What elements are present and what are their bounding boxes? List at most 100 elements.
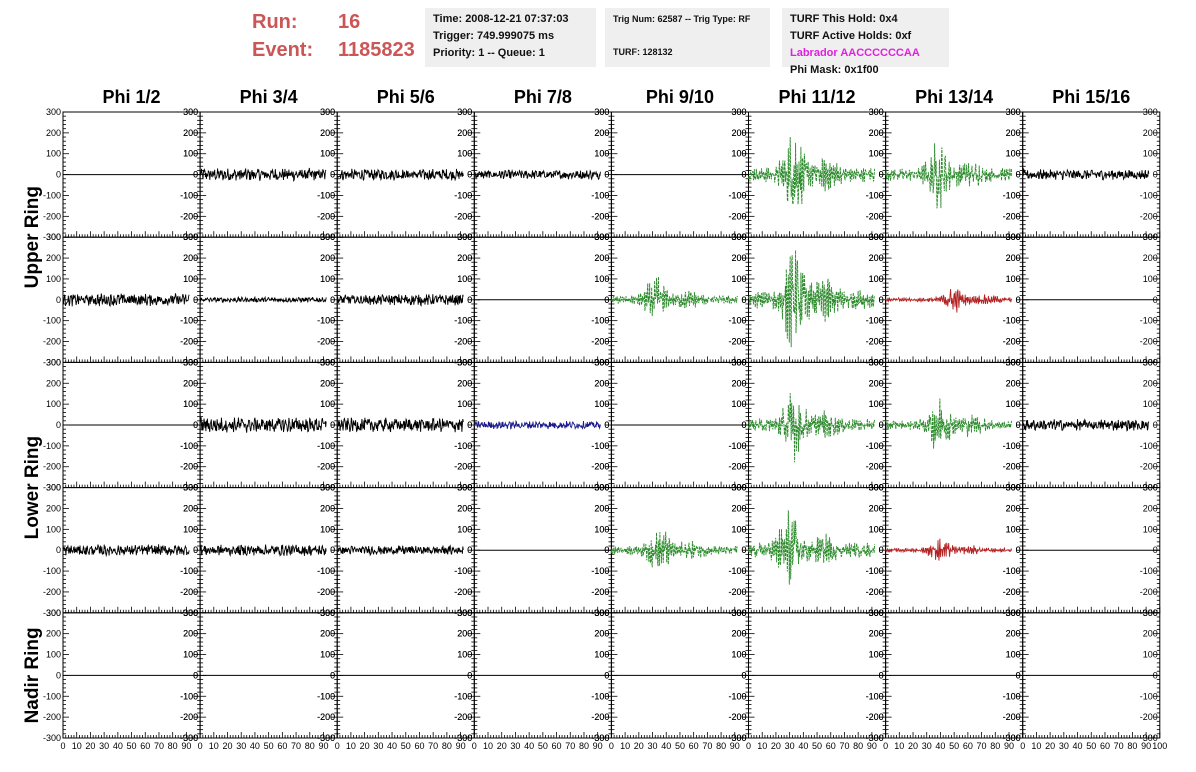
y-tick-label: 300 — [320, 608, 335, 618]
y-tick-label: 300 — [457, 107, 472, 117]
y-tick-label: 200 — [183, 128, 198, 138]
y-tick-label: 300 — [1143, 107, 1158, 117]
y-tick-label: 200 — [731, 128, 746, 138]
y-tick-label: 200 — [1006, 128, 1021, 138]
y-tick-label: -100 — [43, 316, 61, 326]
y-tick-label: 100 — [46, 524, 61, 534]
y-tick-label: 300 — [457, 608, 472, 618]
y-tick-label: 0 — [467, 545, 472, 555]
waveform-trace — [1022, 167, 1150, 181]
y-tick-label: -200 — [454, 712, 472, 722]
y-tick-label: -100 — [591, 441, 609, 451]
waveform-trace — [748, 392, 876, 463]
y-tick-label: -100 — [728, 316, 746, 326]
y-tick-label: 200 — [183, 378, 198, 388]
y-tick-label: 300 — [594, 107, 609, 117]
y-tick-label: 100 — [183, 524, 198, 534]
y-tick-label: -100 — [591, 691, 609, 701]
y-tick-label: 100 — [183, 399, 198, 409]
column-title: Phi 11/12 — [779, 87, 856, 107]
y-tick-label: 100 — [46, 399, 61, 409]
y-tick-label: -200 — [728, 462, 746, 472]
y-tick-label: -100 — [454, 190, 472, 200]
y-tick-label: -200 — [1140, 337, 1158, 347]
y-tick-label: -200 — [454, 587, 472, 597]
y-tick-label: 300 — [869, 483, 884, 493]
y-tick-label: -200 — [1003, 211, 1021, 221]
y-tick-label: 0 — [193, 295, 198, 305]
y-tick-label: 300 — [320, 107, 335, 117]
y-tick-label: 200 — [731, 253, 746, 263]
y-tick-label: 0 — [330, 545, 335, 555]
y-tick-label: 300 — [869, 608, 884, 618]
y-tick-label: -100 — [454, 190, 472, 200]
y-tick-label: 300 — [869, 357, 884, 367]
turf-this-hold-text: TURF This Hold: 0x4 — [790, 13, 898, 25]
y-tick-label: -300 — [43, 232, 61, 242]
y-tick-label: -200 — [591, 211, 609, 221]
y-tick-label: -200 — [1140, 462, 1158, 472]
y-tick-label: 0 — [193, 170, 198, 180]
y-tick-label: 200 — [869, 503, 884, 513]
y-tick-label: -200 — [180, 211, 198, 221]
y-tick-label: 300 — [1006, 357, 1021, 367]
y-tick-label: -100 — [180, 316, 198, 326]
y-tick-label: -300 — [454, 733, 472, 743]
y-tick-label: 100 — [1006, 399, 1021, 409]
waveform-trace — [474, 168, 601, 181]
y-tick-label: -100 — [866, 441, 884, 451]
y-tick-label: 200 — [183, 253, 198, 263]
y-tick-label: 200 — [1143, 378, 1158, 388]
y-tick-label: 0 — [879, 420, 884, 430]
waveform-trace — [336, 544, 464, 557]
y-tick-label: 300 — [457, 232, 472, 242]
y-tick-label: 100 — [183, 524, 198, 534]
y-tick-label: -200 — [728, 462, 746, 472]
waveform-trace — [473, 419, 601, 431]
y-tick-label: -100 — [43, 190, 61, 200]
y-tick-label: -200 — [591, 712, 609, 722]
waveform-trace — [885, 538, 1013, 561]
y-tick-label: 0 — [193, 545, 198, 555]
y-tick-label: 300 — [183, 483, 198, 493]
y-tick-label: 300 — [183, 608, 198, 618]
y-tick-label: -300 — [43, 608, 61, 618]
y-tick-label: 200 — [457, 378, 472, 388]
y-tick-label: 100 — [183, 149, 198, 159]
trigger-text: Trigger: 749.999075 ms — [433, 30, 555, 42]
y-tick-label: 300 — [46, 357, 61, 367]
y-tick-label: -200 — [454, 587, 472, 597]
y-tick-label: 200 — [183, 629, 198, 639]
y-tick-label: -200 — [1003, 462, 1021, 472]
y-tick-label: 100 — [594, 149, 609, 159]
y-tick-label: 300 — [869, 107, 884, 117]
y-tick-label: 100 — [731, 650, 746, 660]
y-tick-label: -300 — [728, 733, 746, 743]
y-tick-label: -200 — [728, 211, 746, 221]
y-tick-label: 200 — [731, 503, 746, 513]
y-tick-label: 200 — [1143, 253, 1158, 263]
y-tick-label: 100 — [320, 149, 335, 159]
y-tick-label: 300 — [183, 232, 198, 242]
y-tick-label: -200 — [180, 337, 198, 347]
y-tick-label: 100 — [594, 149, 609, 159]
y-tick-label: -100 — [1003, 441, 1021, 451]
y-tick-label: 300 — [457, 107, 472, 117]
y-tick-label: 0 — [1016, 545, 1021, 555]
y-tick-label: 0 — [604, 420, 609, 430]
y-tick-label: -300 — [317, 733, 335, 743]
y-tick-label: 300 — [594, 483, 609, 493]
y-tick-label: 100 — [869, 274, 884, 284]
y-tick-label: -100 — [866, 316, 884, 326]
y-tick-label: -200 — [180, 587, 198, 597]
waveform-trace — [199, 544, 327, 558]
y-tick-label: 0 — [193, 295, 198, 305]
y-tick-label: 300 — [457, 357, 472, 367]
y-tick-label: 200 — [183, 253, 198, 263]
y-tick-label: -100 — [728, 190, 746, 200]
y-tick-label: 300 — [594, 357, 609, 367]
y-tick-label: 300 — [46, 483, 61, 493]
y-tick-label: 100 — [1143, 274, 1158, 284]
y-tick-label: 100 — [46, 650, 61, 660]
y-tick-label: 200 — [183, 128, 198, 138]
